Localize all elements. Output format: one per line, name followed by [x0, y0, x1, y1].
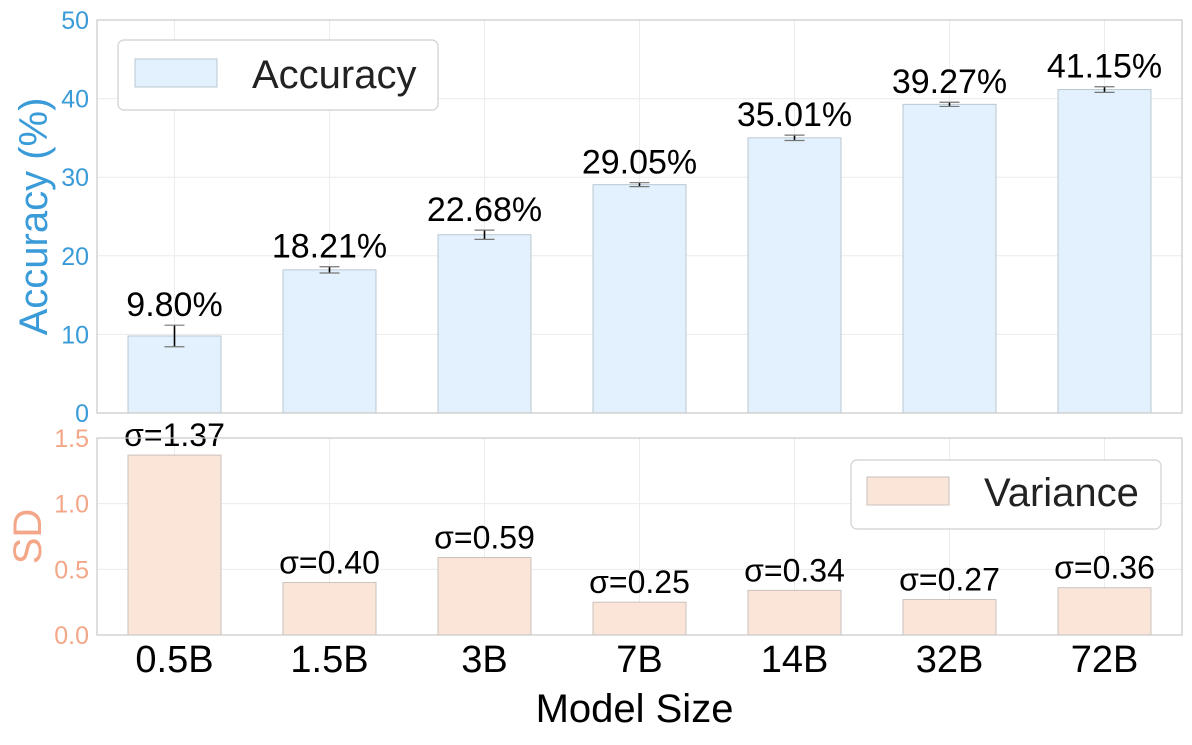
x-tick-label: 3B — [461, 639, 507, 681]
accuracy-bar — [747, 137, 842, 414]
accuracy-tick-label: 50 — [61, 7, 89, 35]
variance-bar — [592, 601, 687, 636]
x-tick-label: 7B — [616, 639, 662, 681]
x-tick-label: 14B — [761, 639, 829, 681]
x-tick-label: 1.5B — [290, 639, 368, 681]
accuracy-bar — [437, 234, 532, 414]
accuracy-tick-label: 20 — [61, 243, 89, 271]
x-tick-label: 32B — [916, 639, 984, 681]
variance-bar — [747, 589, 842, 636]
accuracy-data-label: 9.80% — [126, 286, 222, 324]
accuracy-tick-label: 30 — [61, 164, 89, 192]
variance-data-label: σ=0.36 — [1054, 550, 1155, 586]
accuracy-data-label: 35.01% — [737, 96, 852, 134]
sd-axis-label: SD — [6, 509, 50, 565]
accuracy-data-label: 39.27% — [892, 63, 1007, 101]
variance-bar — [127, 454, 222, 636]
variance-data-label: σ=0.40 — [279, 544, 380, 580]
bottom-plot-frame — [96, 437, 1183, 636]
accuracy-tick-label: 10 — [61, 321, 89, 349]
variance-legend-swatch — [866, 476, 950, 506]
accuracy-legend-label: Accuracy — [252, 53, 417, 97]
accuracy-bar — [282, 269, 377, 414]
accuracy-bar — [1057, 89, 1152, 414]
x-axis-label: Model Size — [536, 687, 734, 731]
accuracy-data-label: 29.05% — [582, 144, 697, 182]
variance-bar — [437, 557, 532, 636]
top-plot-frame — [96, 19, 1183, 414]
variance-data-label: σ=0.59 — [434, 520, 535, 556]
sd-tick-label: 1.0 — [54, 491, 89, 519]
accuracy-bar — [592, 184, 687, 414]
variance-bar — [1057, 587, 1152, 636]
accuracy-bar — [902, 103, 997, 414]
x-tick-label: 72B — [1071, 639, 1139, 681]
sd-tick-label: 0.0 — [54, 622, 89, 650]
accuracy-legend-swatch — [134, 58, 218, 88]
variance-data-label: σ=0.27 — [899, 562, 1000, 598]
variance-legend-label: Variance — [984, 471, 1139, 515]
accuracy-data-label: 18.21% — [272, 228, 387, 266]
sd-tick-label: 0.5 — [54, 556, 89, 584]
accuracy-tick-label: 0 — [75, 400, 89, 428]
accuracy-axis-label: Accuracy (%) — [12, 98, 56, 336]
sd-tick-label: 1.5 — [54, 425, 89, 453]
variance-data-label: σ=0.34 — [744, 552, 845, 588]
x-tick-label: 0.5B — [135, 639, 213, 681]
accuracy-data-label: 22.68% — [427, 191, 542, 229]
accuracy-bar — [127, 335, 222, 414]
accuracy-tick-label: 40 — [61, 86, 89, 114]
variance-bar — [902, 599, 997, 636]
variance-data-label: σ=1.37 — [124, 417, 225, 453]
variance-bar — [282, 581, 377, 636]
variance-data-label: σ=0.25 — [589, 564, 690, 600]
accuracy-legend-box — [117, 39, 439, 111]
accuracy-data-label: 41.15% — [1047, 48, 1162, 86]
